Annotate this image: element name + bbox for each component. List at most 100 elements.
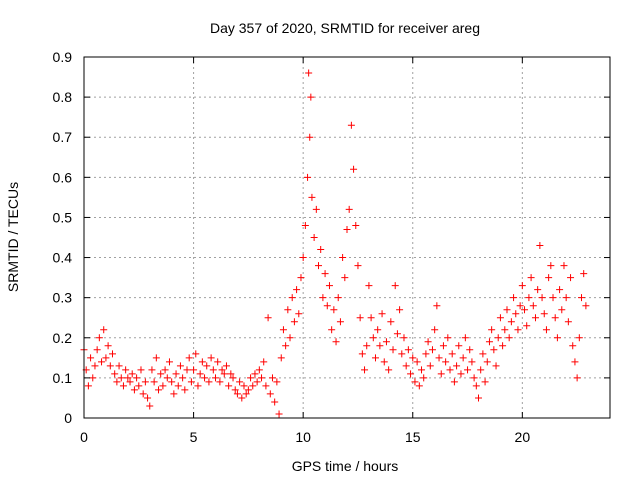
data-point [133,374,141,382]
y-tick-label: 0 [64,410,72,426]
data-point [196,370,204,378]
data-point [391,282,399,290]
data-point [455,342,463,350]
chart-title: Day 357 of 2020, SRMTID for receiver are… [210,20,480,36]
data-point [93,346,101,354]
data-point [137,366,145,374]
data-point [547,262,555,270]
data-point [472,382,480,390]
data-point [538,294,546,302]
data-point [117,374,125,382]
data-point [442,358,450,366]
data-point [325,282,333,290]
data-point [126,378,134,386]
data-point [475,394,482,402]
data-point [111,370,119,378]
y-tick-label: 0.5 [53,209,73,225]
data-point [174,382,182,390]
data-point [525,294,533,302]
data-point [227,370,235,378]
data-point [295,310,303,318]
data-point [288,294,296,302]
data-point [128,370,136,378]
data-point [542,326,550,334]
data-point [551,314,559,322]
data-point [98,358,106,366]
data-point [233,390,241,398]
data-point [575,334,583,342]
data-point [527,274,535,282]
data-point [578,294,586,302]
data-point [424,338,432,346]
data-point [282,342,290,350]
data-point [494,334,502,342]
data-point [490,346,498,354]
data-point [437,370,445,378]
data-point [216,378,224,386]
data-point [580,270,588,278]
data-point [407,370,415,378]
data-point [468,358,476,366]
data-point [148,366,156,374]
data-point [242,390,250,398]
data-point [398,350,406,358]
data-point [521,306,529,314]
data-point [262,382,270,390]
data-point [420,374,428,382]
data-point [457,370,465,378]
data-point [183,366,191,374]
data-point [222,362,230,370]
data-point [330,306,338,314]
data-point [571,358,579,366]
data-point [549,294,557,302]
data-point [516,302,524,310]
data-point [534,286,542,294]
data-point [371,354,379,362]
data-point [190,366,198,374]
data-point [305,69,313,77]
data-point [553,334,561,342]
data-point [345,205,353,213]
data-point [102,354,110,362]
data-point [396,306,404,314]
data-point [179,374,187,382]
data-point [499,342,507,350]
data-point [315,262,323,270]
data-point [361,366,369,374]
data-point [135,382,143,390]
data-point [306,133,314,141]
y-tick-label: 0.9 [53,49,73,65]
y-axis-label: SRMTID / TECUs [5,182,21,292]
data-point [104,342,112,350]
data-point [439,342,447,350]
data-point [529,302,537,310]
data-point [389,346,397,354]
data-point [466,346,474,354]
data-point [450,378,458,386]
x-tick-label: 5 [190,429,198,445]
data-point [358,350,366,358]
data-point [207,354,215,362]
data-point [560,262,568,270]
data-point [181,386,189,394]
data-point [428,346,436,354]
data-point [293,286,301,294]
data-point [523,322,531,330]
data-point [152,354,160,362]
data-point [212,374,219,382]
data-point [130,386,138,394]
data-point [146,402,154,410]
data-point [165,358,173,366]
data-point [512,310,520,318]
data-point [531,314,539,322]
data-point [540,310,548,318]
data-point [310,234,318,241]
data-point [225,382,233,390]
data-point [203,362,211,370]
data-point [176,362,184,370]
data-point [266,390,274,398]
data-point [236,378,244,386]
data-point [385,366,393,374]
data-point [185,354,193,362]
data-point [220,370,228,378]
